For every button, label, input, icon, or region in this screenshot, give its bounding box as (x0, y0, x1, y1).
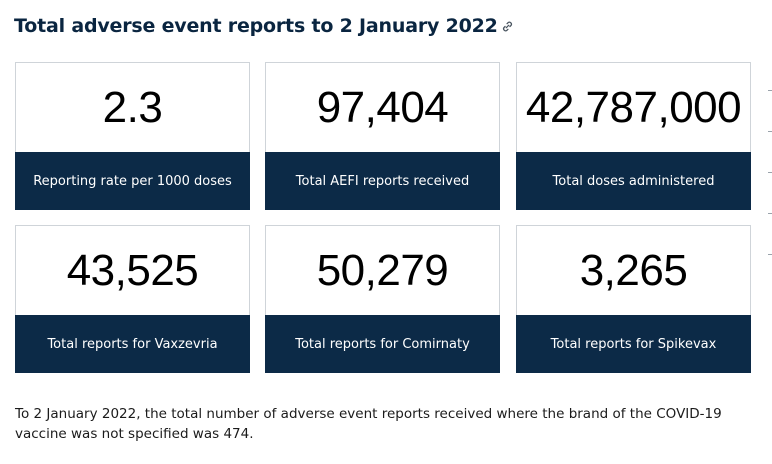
edge-tick (768, 213, 772, 214)
section-title: Total adverse event reports to 2 January… (14, 15, 514, 38)
link-icon (502, 21, 512, 32)
stat-card-reporting-rate: 2.3 Reporting rate per 1000 doses (15, 62, 250, 210)
stat-label: Total doses administered (516, 152, 751, 210)
stat-card-vaxzevria: 43,525 Total reports for Vaxzevria (15, 225, 250, 373)
stat-value: 97,404 (316, 83, 449, 132)
stat-value: 3,265 (579, 246, 688, 295)
stat-label: Total reports for Comirnaty (265, 315, 500, 373)
stat-card-total-aefi-reports: 97,404 Total AEFI reports received (265, 62, 500, 210)
scrollbar-track-edge (766, 90, 772, 340)
stat-card-total-doses: 42,787,000 Total doses administered (516, 62, 751, 210)
edge-tick (768, 254, 772, 255)
stat-label: Total reports for Spikevax (516, 315, 751, 373)
stat-label: Reporting rate per 1000 doses (15, 152, 250, 210)
stat-label: Total AEFI reports received (265, 152, 500, 210)
stat-card-comirnaty: 50,279 Total reports for Comirnaty (265, 225, 500, 373)
stat-card-spikevax: 3,265 Total reports for Spikevax (516, 225, 751, 373)
stat-value: 2.3 (102, 83, 163, 132)
stat-value: 42,787,000 (525, 83, 742, 132)
stat-value: 50,279 (316, 246, 449, 295)
section-title-text: Total adverse event reports to 2 January… (14, 15, 498, 37)
edge-tick (768, 90, 772, 91)
edge-tick (768, 131, 772, 132)
stat-value: 43,525 (66, 246, 199, 295)
stat-label: Total reports for Vaxzevria (15, 315, 250, 373)
edge-tick (768, 172, 772, 173)
unspecified-brand-note: To 2 January 2022, the total number of a… (15, 406, 722, 442)
anchor-link-icon[interactable] (501, 16, 514, 38)
